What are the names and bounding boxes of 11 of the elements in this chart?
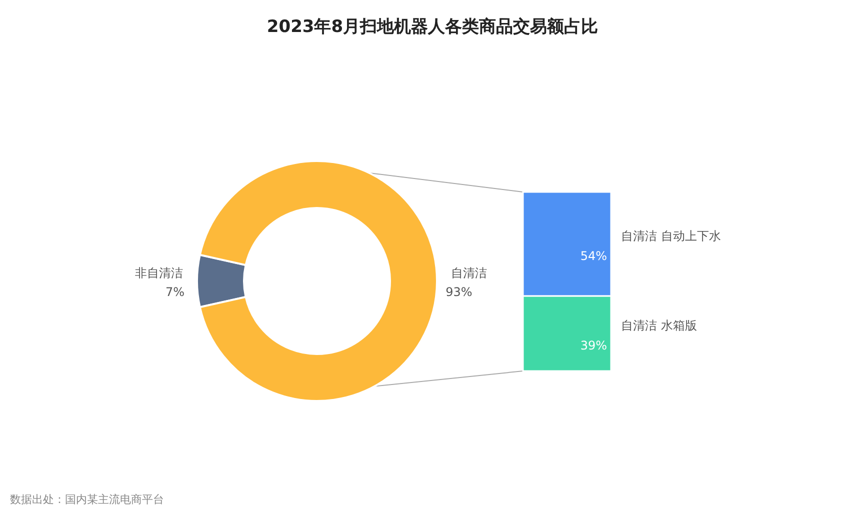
series-label: 自清洁 水箱版: [621, 318, 697, 332]
series-label: 自清洁 自动上下水: [621, 228, 721, 243]
slice-label: 自清洁: [451, 266, 487, 280]
data-label: 39%: [580, 338, 607, 352]
slice-label: 非自清洁: [135, 266, 183, 280]
chart-title: 2023年8月扫地机器人各类商品交易额占比: [266, 17, 598, 37]
data-label: 93%: [446, 285, 472, 299]
data-label: 54%: [580, 248, 607, 263]
donut-slice: [198, 160, 438, 402]
text: 数据出处：国内某主流电商平台: [10, 493, 164, 506]
data-label: 7%: [165, 285, 185, 299]
